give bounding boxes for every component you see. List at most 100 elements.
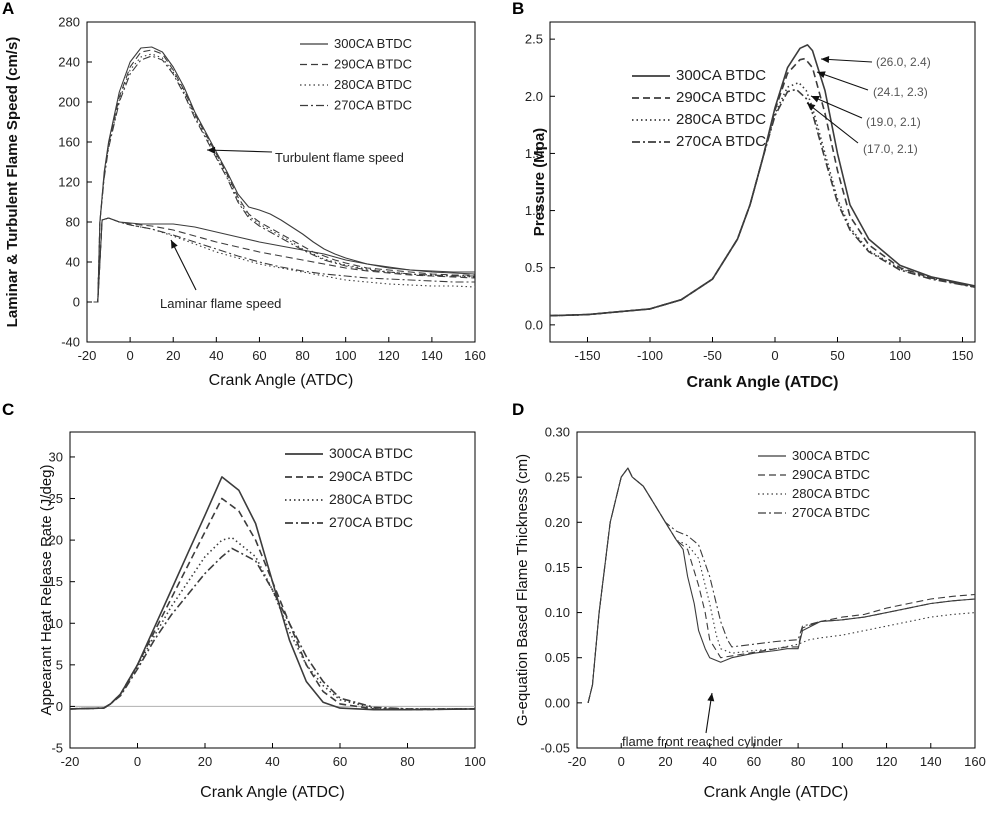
legend: 300CA BTDC 290CA BTDC 280CA BTDC 270CA BTDC xyxy=(300,36,412,113)
legend-entry: 300CA BTDC xyxy=(792,448,870,463)
legend: 300CA BTDC 290CA BTDC 280CA BTDC 270CA BTDC xyxy=(758,448,870,520)
series-line-dashed xyxy=(550,57,975,317)
series-line-dashed xyxy=(587,467,975,704)
y-tick-label: 0.25 xyxy=(545,470,570,485)
x-tick-label: 120 xyxy=(378,348,400,363)
annotation-arrow-head xyxy=(707,693,715,702)
y-tick-label: 10 xyxy=(49,616,63,631)
plot-frame xyxy=(576,431,976,749)
annotation-arrow-head xyxy=(207,146,216,154)
annotation-arrow-line xyxy=(820,58,873,63)
annotation-arrow-line xyxy=(806,102,859,144)
annotation-label: Laminar flame speed xyxy=(160,296,281,311)
x-tick-label: 80 xyxy=(295,348,309,363)
y-tick-label: 0 xyxy=(73,295,80,310)
plot-frame xyxy=(549,21,976,343)
series-line-dotted xyxy=(70,536,475,710)
series-line-dashed xyxy=(70,497,475,711)
chart-panel-d: -20 0 20 40 60 80 100 120 140 160 -0.05 0.00 0.05 0.1… xyxy=(514,425,986,802)
y-tick-label: 0.00 xyxy=(545,695,570,710)
y-tick-label: -5 xyxy=(51,741,63,756)
x-tick-label: -20 xyxy=(568,754,587,769)
series-line-dashdot xyxy=(587,467,975,704)
x-tick-label: 100 xyxy=(464,754,486,769)
legend: 300CA BTDC 290CA BTDC 280CA BTDC 270CA BTDC xyxy=(632,67,766,150)
x-tick-label: -20 xyxy=(78,348,97,363)
x-tick-label: -100 xyxy=(637,348,663,363)
y-tick-label: 30 xyxy=(49,449,63,464)
series-line-dashdot xyxy=(93,55,475,303)
annotation-arrow-line xyxy=(810,95,863,119)
series-group xyxy=(550,44,975,317)
y-tick-label: 2.0 xyxy=(525,89,543,104)
legend-entry: 270CA BTDC xyxy=(676,133,766,150)
panel-letter-c: C xyxy=(2,400,14,419)
annotation: (24.1, 2.3) xyxy=(816,71,928,99)
x-tick-label: 40 xyxy=(702,754,716,769)
legend-entry: 290CA BTDC xyxy=(334,57,412,72)
legend-entry: 270CA BTDC xyxy=(329,514,413,530)
x-tick-label: 140 xyxy=(920,754,942,769)
y-tick-label: 120 xyxy=(58,175,80,190)
x-tick-label: 0 xyxy=(134,754,141,769)
series-line-dashdot xyxy=(93,217,475,303)
x-tick-label: 0 xyxy=(771,348,778,363)
panel-letter-a: A xyxy=(2,0,14,18)
chart-panel-c: -20 0 20 40 60 80 100 -5 0 5 10 15 20 25 30 Crank Angle… xyxy=(38,431,486,801)
y-tick-label: 0.0 xyxy=(525,317,543,332)
x-tick-label: 100 xyxy=(889,348,911,363)
annotation-arrow-head xyxy=(171,240,178,249)
series-line-solid xyxy=(93,46,475,303)
series-line-dotted xyxy=(93,53,475,303)
x-tick-label: 0 xyxy=(126,348,133,363)
series-line-dotted xyxy=(550,81,975,317)
legend-entry: 280CA BTDC xyxy=(329,491,413,507)
annotation-label: (17.0, 2.1) xyxy=(863,142,918,156)
x-tick-label: 40 xyxy=(265,754,279,769)
annotation: (19.0, 2.1) xyxy=(810,95,921,129)
legend-entry: 300CA BTDC xyxy=(334,36,412,51)
annotation-arrow-head xyxy=(811,95,820,103)
legend-entry: 270CA BTDC xyxy=(792,505,870,520)
annotation-arrow-head xyxy=(807,103,816,111)
x-tick-label: 140 xyxy=(421,348,443,363)
annotation: Laminar flame speed xyxy=(160,239,281,311)
plot-frame xyxy=(86,21,476,343)
annotation-label: (24.1, 2.3) xyxy=(873,85,928,99)
x-tick-label: -20 xyxy=(61,754,80,769)
annotation-label: (19.0, 2.1) xyxy=(866,115,921,129)
series-group xyxy=(93,46,475,303)
annotation-arrow-line xyxy=(206,149,273,153)
x-tick-label: 60 xyxy=(252,348,266,363)
annotation-label: flame front reached cylinder xyxy=(622,734,783,749)
y-tick-label: 0.20 xyxy=(545,515,570,530)
series-line-dashed xyxy=(93,217,475,303)
legend-entry: 300CA BTDC xyxy=(329,445,413,461)
panel-letter-d: D xyxy=(512,400,524,419)
series-group xyxy=(587,467,975,704)
y-tick-label: 0.05 xyxy=(545,650,570,665)
annotation-arrow-head xyxy=(817,71,826,78)
y-tick-label: -40 xyxy=(61,335,80,350)
y-tick-label: 0 xyxy=(56,699,63,714)
x-tick-label: 60 xyxy=(747,754,761,769)
y-tick-label: 0.15 xyxy=(545,560,570,575)
legend-entry: 290CA BTDC xyxy=(792,467,870,482)
x-tick-label: 40 xyxy=(209,348,223,363)
x-tick-label: 20 xyxy=(658,754,672,769)
y-axis-label: Pressure (Mpa) xyxy=(531,128,548,236)
y-tick-label: 2.5 xyxy=(525,32,543,47)
annotation: (17.0, 2.1) xyxy=(806,102,918,156)
x-tick-label: 160 xyxy=(464,348,486,363)
series-line-dotted xyxy=(587,467,975,704)
y-tick-label: 1.5 xyxy=(525,146,543,161)
legend-entry: 280CA BTDC xyxy=(334,77,412,92)
series-line-solid xyxy=(70,476,475,711)
y-tick-label: 200 xyxy=(58,95,80,110)
chart-panel-a: -20 0 20 40 60 80 100 120 140 160 -40 0 40 80 120 160 20… xyxy=(4,15,486,390)
legend-entry: 290CA BTDC xyxy=(676,89,766,106)
legend-entry: 280CA BTDC xyxy=(676,111,766,128)
annotation: (26.0, 2.4) xyxy=(820,55,931,69)
series-line-dotted xyxy=(93,217,475,303)
x-tick-label: 80 xyxy=(400,754,414,769)
